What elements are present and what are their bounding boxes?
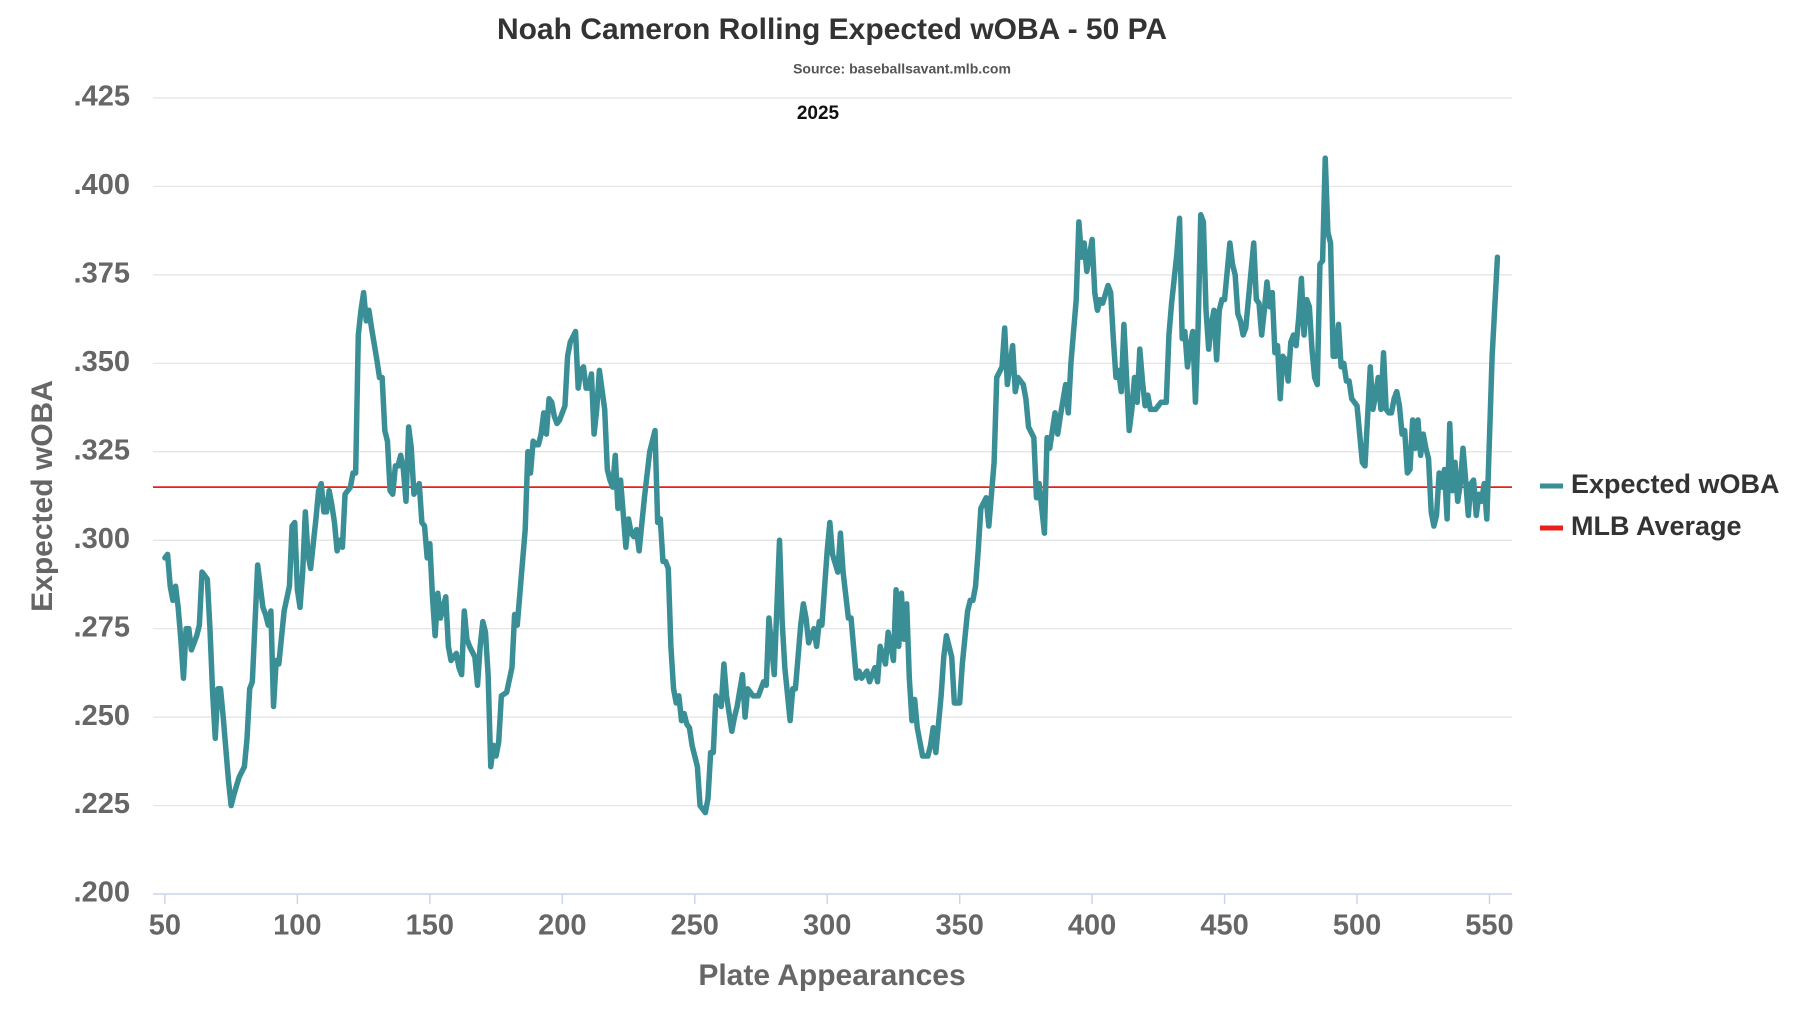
x-axis-label: Plate Appearances <box>698 959 965 992</box>
y-tick-label: .400 <box>74 169 130 201</box>
y-tick-label: .300 <box>74 523 130 555</box>
legend: Expected wOBA MLB Average <box>1540 469 1780 541</box>
plot-area <box>153 155 1512 816</box>
y-tick-label: .250 <box>74 700 130 732</box>
y-tick-label: .275 <box>74 611 130 643</box>
x-tick-label: 450 <box>1200 910 1248 942</box>
x-tick-label: 300 <box>803 910 851 942</box>
y-tick-label: .225 <box>74 788 130 820</box>
x-tick-label: 50 <box>149 910 181 942</box>
grid: .200 .225 .250 .275 .300 .325 .350 .375 .400 .425… <box>74 81 1514 942</box>
y-axis-label: Expected wOBA <box>26 380 59 612</box>
y-tick-label: .425 <box>74 81 130 113</box>
x-tick-label: 400 <box>1068 910 1116 942</box>
chart-subtitle: Source: baseballsavant.mlb.com <box>793 61 1011 77</box>
x-tick-label: 550 <box>1465 910 1513 942</box>
y-tick-label: .375 <box>74 258 130 290</box>
x-tick-label: 250 <box>671 910 719 942</box>
y-tick-label: .200 <box>74 877 130 909</box>
y-tick-label: .350 <box>74 346 130 378</box>
x-tick-label: 350 <box>935 910 983 942</box>
legend-label: Expected wOBA <box>1571 469 1780 499</box>
x-tick-label: 150 <box>406 910 454 942</box>
annotation: 2025 <box>797 103 840 124</box>
data-line <box>162 155 1501 816</box>
x-tick-label: 500 <box>1333 910 1381 942</box>
legend-label: MLB Average <box>1571 511 1742 541</box>
x-tick-label: 200 <box>538 910 586 942</box>
chart-title: Noah Cameron Rolling Expected wOBA - 50 … <box>497 13 1167 46</box>
x-tick-label: 100 <box>273 910 321 942</box>
y-tick-label: .325 <box>74 434 130 466</box>
